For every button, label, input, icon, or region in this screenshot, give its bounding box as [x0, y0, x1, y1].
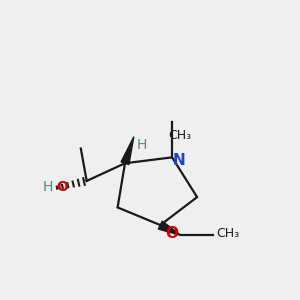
Polygon shape [158, 221, 181, 236]
Text: O: O [165, 226, 178, 242]
Polygon shape [121, 137, 134, 165]
Text: H: H [137, 138, 147, 152]
Text: H: H [43, 180, 53, 194]
Text: CH₃: CH₃ [168, 129, 191, 142]
Text: O: O [56, 180, 68, 194]
Text: N: N [173, 153, 186, 168]
Text: CH₃: CH₃ [216, 227, 239, 240]
